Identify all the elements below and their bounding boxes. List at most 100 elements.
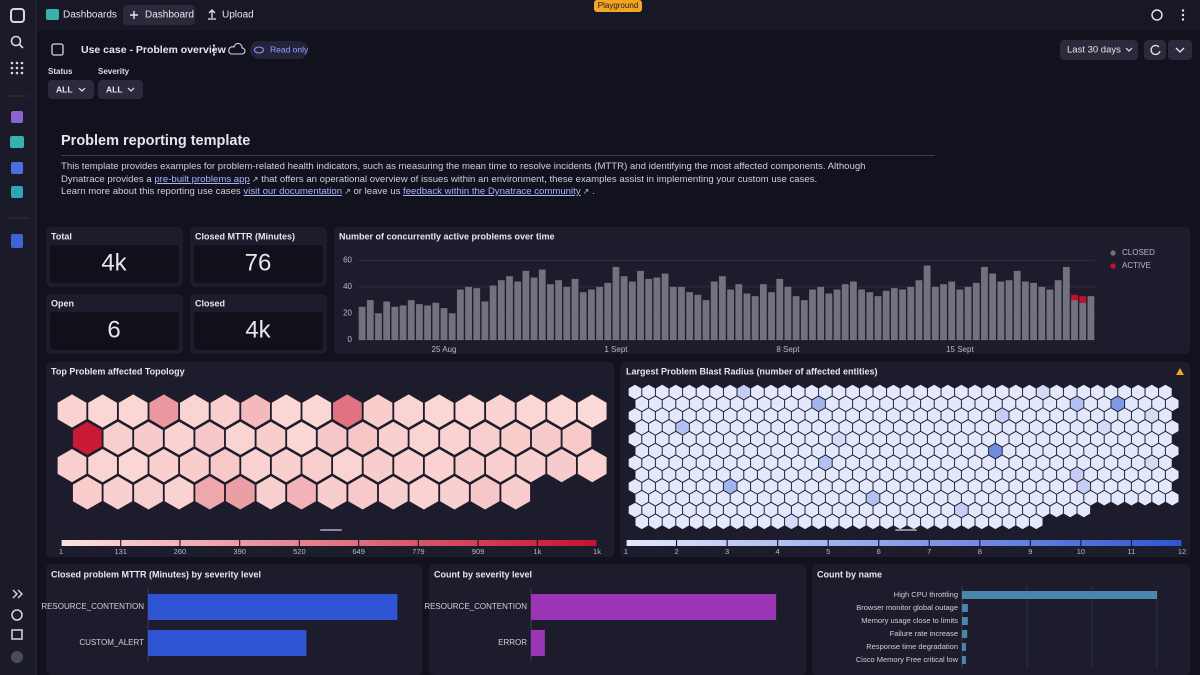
hex-cell [812, 514, 825, 530]
apps-icon[interactable] [10, 61, 24, 75]
legend-gradient [1154, 540, 1162, 546]
bar-segment [407, 300, 415, 340]
dashboard-menu[interactable] [212, 44, 216, 56]
filter-value[interactable]: ALL [56, 84, 73, 94]
hex-cell [1009, 431, 1023, 447]
legend-gradient [389, 540, 397, 546]
legend-gradient [195, 540, 203, 546]
intro-link[interactable]: pre-built problems app [154, 174, 258, 185]
filter-dropdown[interactable] [48, 80, 94, 99]
legend-gradient [994, 540, 1002, 546]
hex-cell [649, 467, 662, 482]
tile-title: Largest Problem Blast Radius (number of … [626, 366, 878, 376]
legend-gradient [639, 540, 648, 546]
warning-icon[interactable] [1176, 368, 1184, 375]
hex-cell [1023, 455, 1036, 471]
expand-icon[interactable] [12, 589, 23, 599]
bar-segment [358, 306, 366, 340]
intro-link[interactable]: feedback within the Dynatrace community [403, 186, 589, 197]
app-name[interactable]: Dashboards [63, 10, 117, 21]
more-menu[interactable] [1181, 9, 1185, 21]
sql-app-icon[interactable] [11, 234, 23, 248]
legend-gradient [1161, 540, 1169, 546]
legend-gradient [148, 540, 156, 546]
hex-cell [751, 479, 764, 494]
legend-gradient [1022, 540, 1030, 546]
hex-cell [628, 408, 642, 423]
refresh-options[interactable] [1168, 40, 1192, 60]
filter-value[interactable]: ALL [106, 84, 123, 94]
bar-segment [489, 285, 497, 340]
legend-gradient [188, 540, 196, 546]
plus-icon [130, 11, 138, 19]
legend-gradient [1147, 540, 1155, 546]
environment-label: Playground [598, 1, 638, 10]
eye-icon [253, 46, 265, 54]
sidebar-toggle[interactable] [51, 43, 64, 56]
hex-cell [948, 420, 961, 435]
hex-cell [757, 467, 771, 482]
legend-gradient [1015, 540, 1023, 546]
hex-cell [975, 443, 989, 459]
user-avatar[interactable] [11, 651, 23, 663]
scroll-indicator [895, 529, 917, 531]
hex-cell [737, 431, 751, 447]
hex-cell [683, 431, 696, 447]
legend-gradient [168, 540, 176, 546]
help-icon[interactable] [11, 609, 23, 621]
bar-segment [579, 292, 587, 340]
notifications-icon[interactable] [11, 629, 23, 640]
hex-cell [1091, 384, 1104, 400]
hex-cell [1050, 455, 1063, 471]
bar-segment [432, 302, 440, 340]
hex-cell [628, 502, 642, 518]
new-dashboard-label[interactable]: Dashboard [145, 10, 194, 21]
help-button[interactable] [1151, 9, 1163, 21]
hex-cell [791, 502, 805, 518]
hex-cell [968, 455, 982, 471]
legend-label: ACTIVE [1122, 261, 1151, 270]
bar-segment [858, 289, 866, 340]
timeframe-label[interactable]: Last 30 days [1067, 45, 1121, 56]
hex-cell [927, 431, 941, 447]
timeframe-selector[interactable] [1060, 40, 1138, 60]
hex-cell [1152, 443, 1165, 459]
hex-cell [1145, 455, 1159, 471]
legend-gradient [897, 540, 905, 546]
hex-cell [1016, 443, 1029, 459]
legend-gradient [509, 540, 518, 546]
upload-button[interactable]: Upload [222, 10, 254, 21]
refresh-button[interactable] [1144, 40, 1166, 60]
hex-cell [717, 443, 730, 459]
hex-cell [907, 443, 921, 459]
filter-dropdown[interactable] [98, 80, 143, 99]
search-icon[interactable] [10, 35, 22, 47]
hex-cell [805, 408, 819, 423]
dashboards-app-icon[interactable] [10, 136, 24, 148]
hex-cell [1043, 443, 1057, 459]
hex-cell [887, 455, 900, 471]
hex-cell [1029, 514, 1043, 530]
hex-cell [744, 396, 757, 412]
hex-cell [900, 408, 914, 423]
hex-cell [934, 467, 948, 482]
bar-segment [1030, 282, 1037, 340]
chevron [127, 87, 135, 92]
app-icon[interactable] [11, 162, 23, 174]
hex-cell [955, 502, 968, 518]
intro-link[interactable]: visit our documentation [243, 186, 350, 197]
bar-segment [1087, 296, 1095, 340]
hex-cell [846, 502, 859, 518]
new-dashboard-button[interactable] [123, 5, 195, 25]
save-status-icon [228, 42, 246, 55]
legend-gradient [302, 540, 310, 546]
bar-segment [866, 292, 874, 340]
app-icon[interactable] [11, 111, 23, 123]
logo-icon[interactable] [10, 8, 25, 23]
hex-cell [921, 443, 934, 459]
legend-swatch [1110, 250, 1116, 256]
hex-cell [927, 408, 941, 423]
hex-cell [1104, 408, 1118, 423]
chevron [78, 87, 86, 92]
app-icon[interactable] [11, 186, 23, 198]
